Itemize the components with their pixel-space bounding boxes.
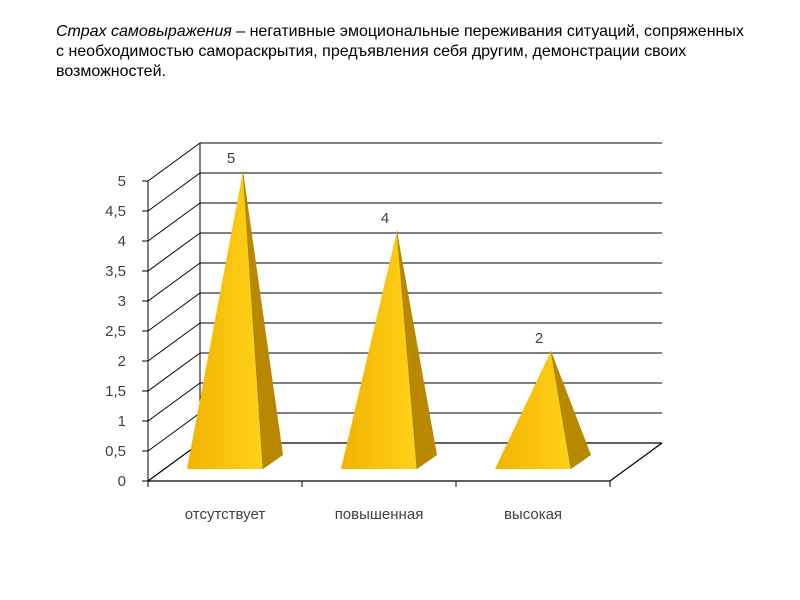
y-tick-label: 4,5: [105, 203, 126, 220]
pyramid-edge: [242, 170, 264, 470]
pyramid-front-face: [341, 231, 417, 469]
caption-text: – негативные эмоциональные переживания с…: [56, 23, 744, 80]
gridline-side: [147, 232, 201, 272]
y-tick-label: 1: [118, 413, 126, 430]
chart-gridlines: [142, 142, 663, 487]
pyramid-2: [341, 230, 437, 470]
data-labels: 5 4 2: [227, 150, 543, 347]
gridline-side: [147, 142, 201, 182]
floor-right-edge: [609, 442, 663, 482]
y-tick-label: 3,5: [105, 263, 126, 280]
pyramid-edge: [396, 230, 418, 470]
data-label-3: 2: [535, 330, 543, 347]
gridline-side: [147, 322, 201, 362]
gridline-side: [147, 172, 201, 212]
y-tick-label: 2: [118, 353, 126, 370]
gridline-side: [147, 382, 201, 422]
caption: Страх самовыражения – негативные эмоцион…: [56, 22, 746, 82]
gridline-side: [147, 412, 201, 452]
gridline-side: [147, 262, 201, 302]
y-axis-ticks: 0 0,5 1 1,5 2 2,5 3 3,5 4 4,5 5: [105, 173, 126, 490]
data-label-1: 5: [227, 150, 235, 167]
y-tick-label: 4: [118, 233, 126, 250]
gridline-side: [147, 202, 201, 242]
pyramid-side-face: [551, 351, 591, 469]
caption-term: Страх самовыражения: [56, 23, 232, 40]
chart-pyramids: [187, 170, 591, 470]
gridline-side: [147, 292, 201, 332]
data-label-2: 4: [381, 210, 389, 227]
y-tick-label: 1,5: [105, 383, 126, 400]
pyramid-front-face: [495, 351, 571, 469]
y-tick-label: 2,5: [105, 323, 126, 340]
pyramid-1: [187, 170, 283, 470]
pyramid-side-face: [243, 171, 283, 469]
y-tick-label: 0: [118, 473, 126, 490]
gridline-side: [147, 352, 201, 392]
category-label-1: отсутствует: [185, 506, 266, 523]
pyramid-3: [495, 350, 591, 470]
pyramid-side-face: [397, 231, 437, 469]
category-label-2: повышенная: [335, 506, 424, 523]
category-label-3: высокая: [504, 506, 562, 523]
y-tick-label: 5: [118, 173, 126, 190]
pyramid-edge: [550, 350, 572, 470]
category-labels: отсутствует повышенная высокая: [185, 506, 562, 523]
y-tick-label: 3: [118, 293, 126, 310]
pyramid-front-face: [187, 171, 263, 469]
y-tick-label: 0,5: [105, 443, 126, 460]
